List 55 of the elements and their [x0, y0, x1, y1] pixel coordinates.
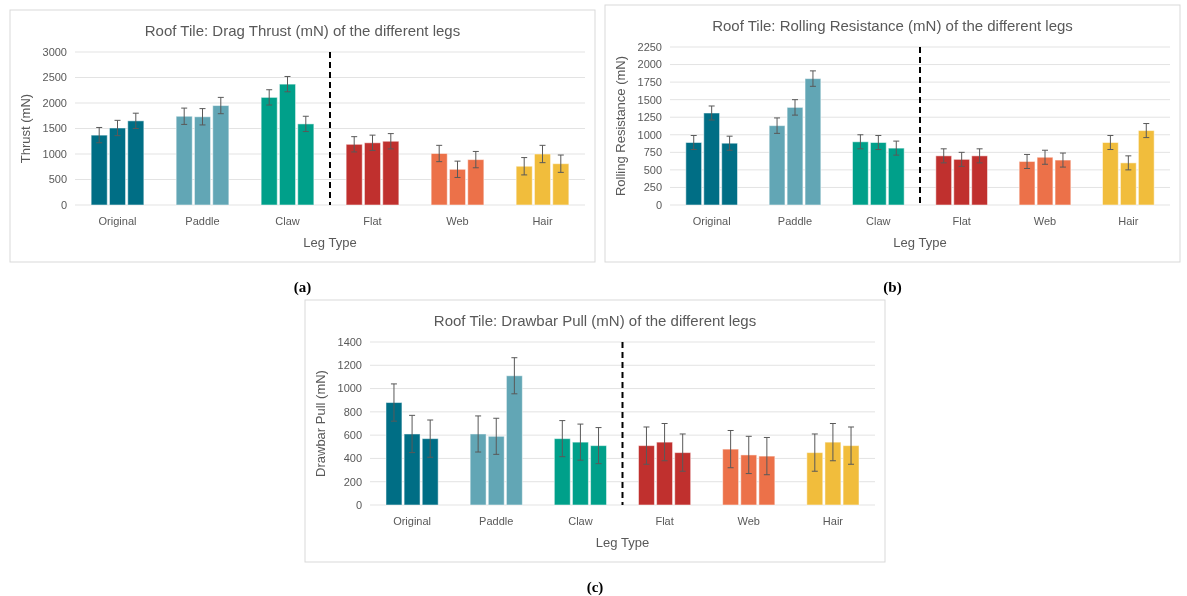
y-tick-label: 2250	[637, 40, 662, 53]
y-tick-label: 800	[343, 405, 362, 418]
y-tick-label: 1000	[42, 147, 67, 160]
y-axis-title: Drawbar Pull (mN)	[313, 370, 328, 477]
y-axis-title: Thrust (mN)	[18, 93, 33, 164]
y-axis-title: Rolling Resistance (mN)	[613, 55, 628, 197]
y-tick-label: 2500	[42, 71, 67, 84]
x-tick-label: Claw	[275, 215, 300, 227]
x-tick-label: Web	[737, 515, 760, 527]
y-tick-label: 200	[343, 475, 362, 488]
x-tick-label: Flat	[363, 215, 382, 227]
x-tick-label: Paddle	[479, 515, 514, 527]
x-tick-label: Web	[1033, 215, 1057, 227]
x-tick-label: Original	[393, 515, 432, 527]
x-axis-title: Leg Type	[595, 535, 650, 550]
x-tick-label: Hair	[532, 215, 553, 227]
x-tick-label: Hair	[1118, 215, 1139, 227]
x-tick-label: Claw	[866, 215, 891, 227]
y-tick-label: 2000	[42, 96, 67, 109]
x-tick-label: Flat	[655, 515, 674, 527]
chart-title: Roof Tile: Drag Thrust (mN) of the different legs	[144, 22, 461, 39]
chart-title: Roof Tile: Drawbar Pull (mN) of the different legs	[433, 312, 757, 329]
x-tick-label: Web	[446, 215, 469, 227]
chart-title: Roof Tile: Rolling Resistance (mN) of the different legs	[712, 17, 1073, 34]
y-tick-label: 500	[48, 173, 67, 186]
y-tick-label: 250	[643, 181, 662, 194]
x-axis-title: Leg Type	[893, 235, 947, 250]
y-tick-label: 1500	[637, 93, 662, 106]
y-tick-label: 1750	[637, 75, 662, 88]
x-axis-title: Leg Type	[303, 235, 357, 250]
y-tick-label: 0	[355, 498, 362, 511]
y-tick-label: 400	[343, 452, 362, 465]
y-tick-label: 1400	[337, 335, 362, 348]
x-tick-label: Flat	[952, 215, 971, 227]
x-tick-label: Paddle	[777, 215, 813, 227]
x-tick-label: Original	[98, 215, 137, 227]
x-tick-label: Claw	[568, 515, 593, 527]
y-tick-label: 1200	[337, 359, 362, 372]
text: (a)	[293, 279, 312, 296]
y-tick-label: 2000	[637, 58, 662, 71]
text: (c)	[586, 579, 604, 596]
y-tick-label: 3000	[42, 45, 67, 58]
y-tick-label: 1000	[337, 382, 362, 395]
x-tick-label: Paddle	[185, 215, 220, 227]
y-tick-label: 750	[643, 146, 662, 159]
x-tick-label: Original	[692, 215, 731, 227]
x-tick-label: Hair	[822, 515, 844, 527]
y-tick-label: 0	[655, 198, 662, 211]
text: (b)	[883, 279, 902, 296]
y-tick-label: 1000	[637, 128, 662, 141]
y-tick-label: 0	[60, 198, 67, 211]
y-tick-label: 600	[343, 428, 362, 441]
y-tick-label: 1250	[637, 111, 662, 124]
y-tick-label: 500	[643, 163, 662, 176]
y-tick-label: 1500	[42, 122, 67, 135]
